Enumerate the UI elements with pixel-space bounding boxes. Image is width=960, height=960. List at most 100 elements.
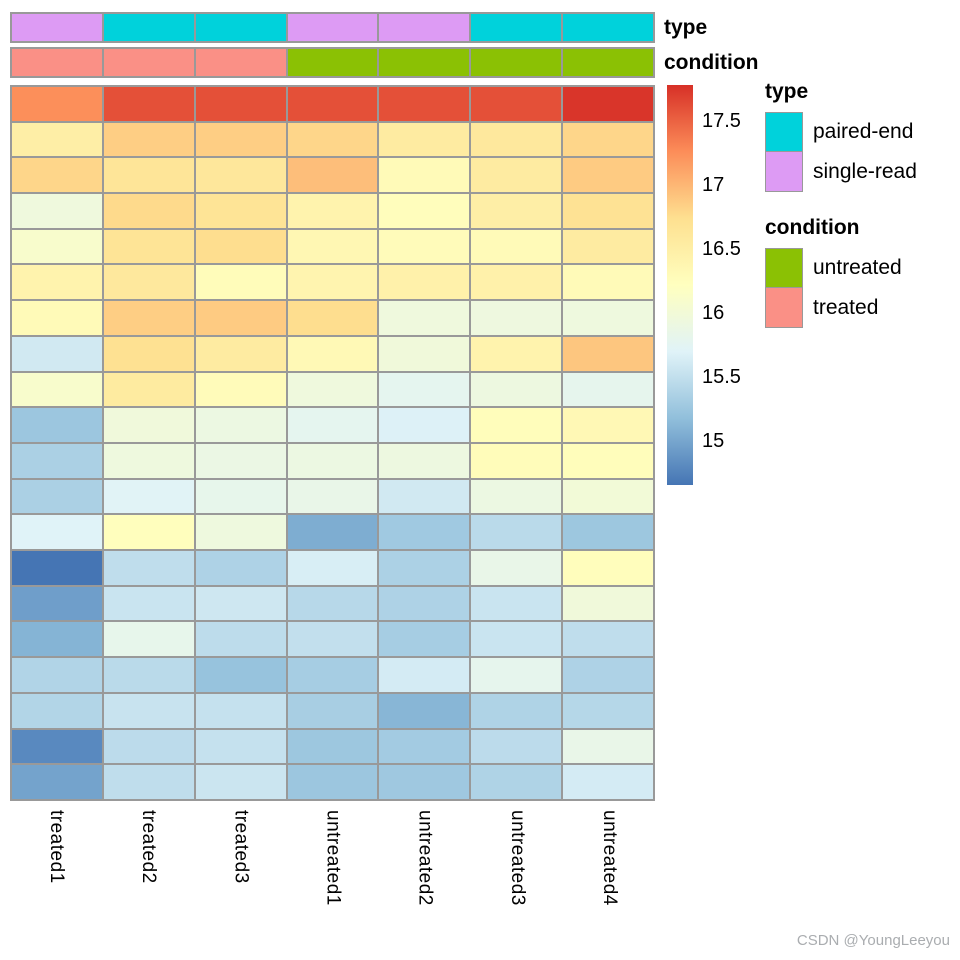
heatmap-cell: [379, 765, 470, 799]
heatmap-cell: [12, 515, 102, 550]
heatmap-cell: [379, 336, 470, 371]
legend-item: treated: [765, 288, 902, 328]
heatmap-grid: [10, 85, 655, 801]
heatmap-cell: [471, 551, 562, 585]
heatmap-cell: [379, 443, 470, 478]
heatmap-cell: [103, 479, 194, 514]
heatmap-cell: [195, 336, 286, 371]
heatmap-cell: [379, 87, 470, 121]
heatmap-cell: [563, 336, 653, 371]
heatmap-cell: [195, 229, 286, 264]
untreated-swatch: [765, 248, 803, 288]
type-annotation-cell: [195, 14, 286, 41]
heatmap-cell: [12, 372, 102, 407]
heatmap-cell: [103, 586, 194, 621]
heatmap-cell: [287, 194, 378, 228]
heatmap-cell: [379, 158, 470, 193]
heatmap-cell: [195, 408, 286, 442]
heatmap-cell: [103, 194, 194, 228]
heatmap-cell: [12, 87, 102, 121]
heatmap-cell: [287, 372, 378, 407]
column-label: treated3: [230, 810, 252, 884]
heatmap-cell: [195, 551, 286, 585]
column-label: untreated2: [414, 810, 436, 906]
heatmap-cell: [379, 408, 470, 442]
condition-annotation-cell: [379, 49, 470, 76]
heatmap-cell: [287, 658, 378, 692]
heatmap-cell: [471, 229, 562, 264]
heatmap-cell: [471, 408, 562, 442]
heatmap-cell: [471, 194, 562, 228]
type-annotation-bar: [10, 12, 655, 43]
heatmap-cell: [287, 693, 378, 728]
color-scale-tick-label: 15: [702, 430, 725, 453]
treated-swatch: [765, 288, 803, 328]
heatmap-cell: [563, 515, 653, 550]
heatmap-cell: [563, 551, 653, 585]
heatmap-cell: [195, 372, 286, 407]
color-scale-tick-label: 16.5: [702, 238, 741, 261]
condition-annotation-cell: [471, 49, 562, 76]
heatmap-cell: [12, 729, 102, 764]
heatmap-cell: [12, 122, 102, 157]
heatmap-cell: [195, 158, 286, 193]
heatmap-cell: [287, 87, 378, 121]
heatmap-cell: [287, 122, 378, 157]
heatmap-cell: [287, 551, 378, 585]
heatmap-cell: [471, 443, 562, 478]
heatmap-cell: [287, 479, 378, 514]
column-label: treated1: [46, 810, 68, 884]
heatmap-cell: [287, 586, 378, 621]
heatmap-cell: [12, 158, 102, 193]
heatmap-cell: [195, 693, 286, 728]
heatmap-cell: [103, 658, 194, 692]
legend-item: untreated: [765, 248, 902, 288]
heatmap-cell: [103, 87, 194, 121]
heatmap-cell: [379, 372, 470, 407]
heatmap-cell: [471, 765, 562, 799]
column-label: treated2: [138, 810, 160, 884]
condition-annotation-cell: [287, 49, 378, 76]
heatmap-cell: [12, 301, 102, 335]
heatmap-cell: [12, 265, 102, 300]
heatmap-cell: [12, 408, 102, 442]
column-label: untreated4: [598, 810, 620, 906]
heatmap-cell: [471, 372, 562, 407]
heatmap-cell: [103, 122, 194, 157]
legend-condition-title: condition: [765, 216, 860, 239]
heatmap-cell: [195, 765, 286, 799]
heatmap-cell: [471, 158, 562, 193]
heatmap-cell: [379, 658, 470, 692]
heatmap-cell: [287, 301, 378, 335]
heatmap-cell: [287, 336, 378, 371]
heatmap-cell: [563, 301, 653, 335]
heatmap-cell: [12, 586, 102, 621]
heatmap-cell: [195, 87, 286, 121]
heatmap-cell: [12, 622, 102, 657]
heatmap-cell: [563, 265, 653, 300]
heatmap-cell: [287, 265, 378, 300]
heatmap-cell: [195, 301, 286, 335]
heatmap-cell: [379, 586, 470, 621]
legend-item-label: paired-end: [813, 120, 914, 143]
heatmap-cell: [379, 479, 470, 514]
heatmap-cell: [103, 729, 194, 764]
heatmap-cell: [103, 336, 194, 371]
heatmap-cell: [103, 265, 194, 300]
condition-annotation-cell: [563, 49, 653, 76]
heatmap-cell: [563, 693, 653, 728]
legend-item: single-read: [765, 152, 917, 192]
heatmap-cell: [287, 622, 378, 657]
heatmap-cell: [471, 586, 562, 621]
color-scale-bar: [667, 85, 693, 485]
heatmap-cell: [471, 122, 562, 157]
heatmap-cell: [379, 122, 470, 157]
legend-type: type paired-end single-read: [765, 80, 917, 192]
heatmap-cell: [195, 194, 286, 228]
heatmap-cell: [563, 622, 653, 657]
color-scale-tick-label: 16: [702, 302, 725, 325]
heatmap-cell: [287, 408, 378, 442]
heatmap-cell: [563, 729, 653, 764]
heatmap-cell: [103, 515, 194, 550]
paired-end-swatch: [765, 112, 803, 152]
